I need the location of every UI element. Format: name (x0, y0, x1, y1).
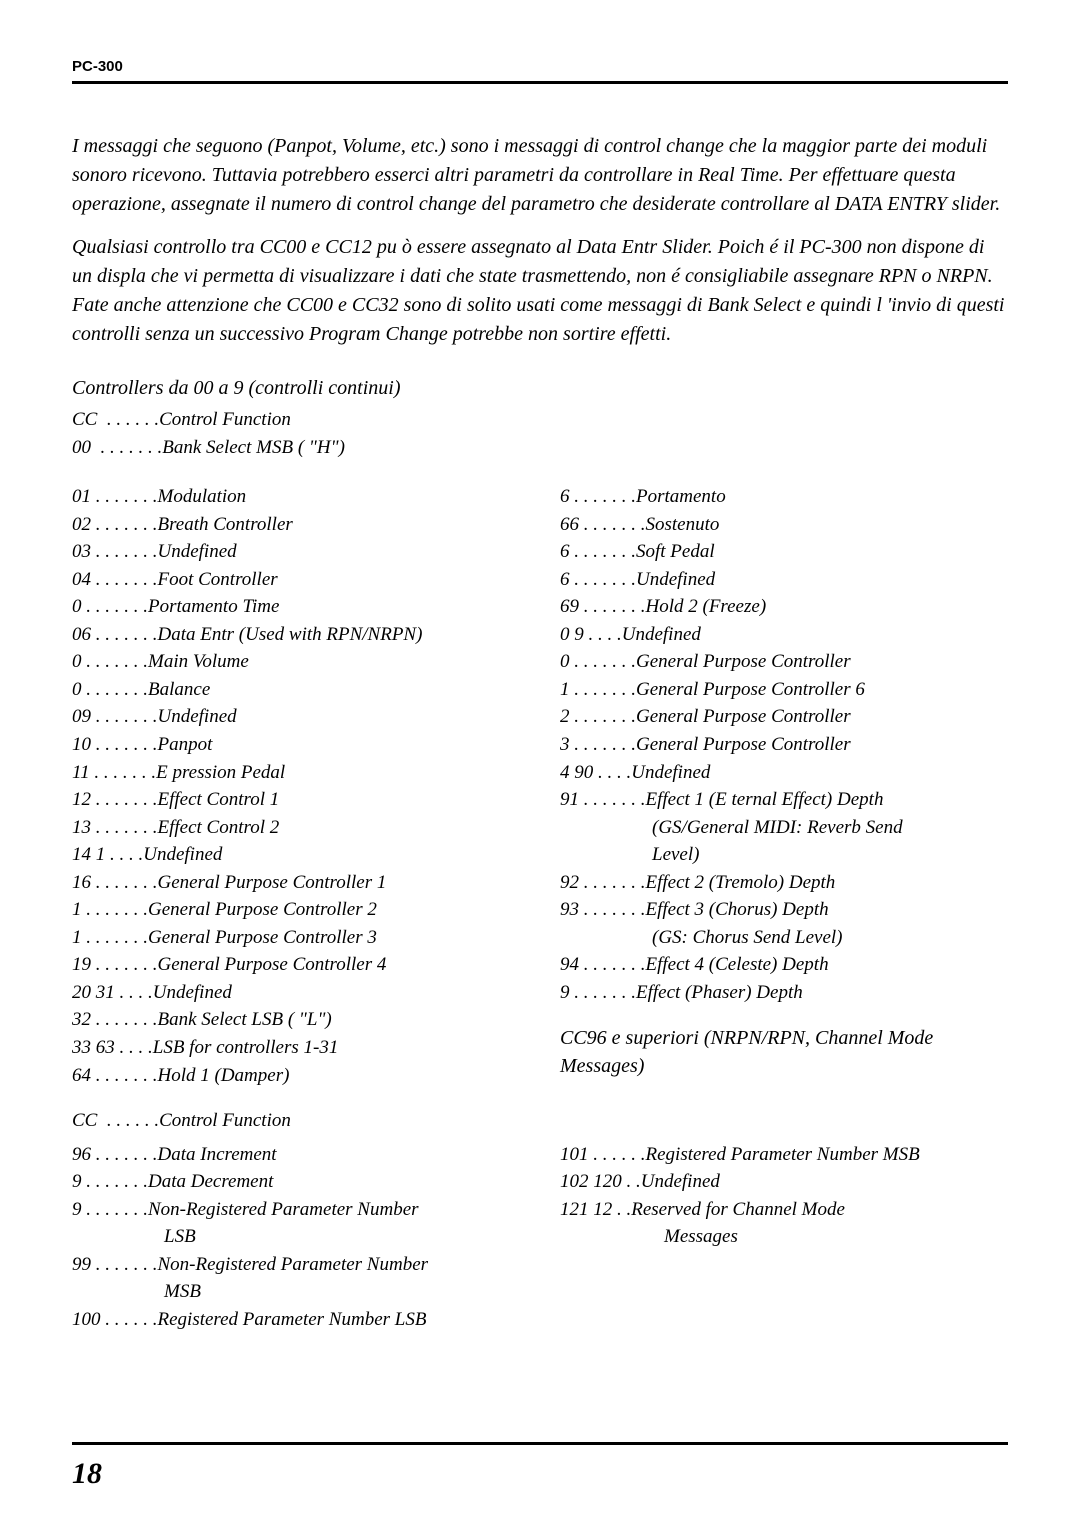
controller-entry: 0 9 . . . .Undefined (560, 621, 1008, 649)
controller-entry: 0 . . . . . . .Balance (72, 676, 520, 704)
controller-entry: 9 . . . . . . .Effect (Phaser) Depth (560, 979, 1008, 1007)
controller-entry: 0 . . . . . . .Main Volume (72, 648, 520, 676)
controller-entry: 09 . . . . . . .Undefined (72, 703, 520, 731)
section-title: Controllers da 00 a 9 (controlli continu… (72, 377, 1008, 400)
controller-entry: 32 . . . . . . .Bank Select LSB ( "L") (72, 1006, 520, 1034)
controller-entry: 9 . . . . . . .Non-Registered Parameter … (72, 1196, 520, 1224)
controller-entry: 1 . . . . . . .General Purpose Controlle… (72, 896, 520, 924)
controller-entry: 94 . . . . . . .Effect 4 (Celeste) Depth (560, 951, 1008, 979)
controller-entry-continuation: (GS/General MIDI: Reverb Send (560, 814, 1008, 842)
document-header: PC-300 (72, 58, 1008, 75)
controller-entry: 102 120 . .Undefined (560, 1168, 1008, 1196)
controller-entry: 9 . . . . . . .Data Decrement (72, 1168, 520, 1196)
controller-entry: 13 . . . . . . .Effect Control 2 (72, 814, 520, 842)
controller-entry: 0 . . . . . . .Portamento Time (72, 593, 520, 621)
controller-entry: 64 . . . . . . .Hold 1 (Damper) (72, 1062, 520, 1090)
controller-entry-continuation: (GS: Chorus Send Level) (560, 924, 1008, 952)
controller-entry: 101 . . . . . .Registered Parameter Numb… (560, 1141, 1008, 1169)
controller-column-right: 6 . . . . . . .Portamento66 . . . . . . … (560, 483, 1008, 1089)
subsection-title: CC96 e superiori (NRPN/RPN, Channel Mode… (560, 1024, 1008, 1080)
controller-entry: 19 . . . . . . .General Purpose Controll… (72, 951, 520, 979)
controller-entry: 91 . . . . . . .Effect 1 (E ternal Effec… (560, 786, 1008, 814)
controller-entry: 04 . . . . . . .Foot Controller (72, 566, 520, 594)
controller-entry: 02 . . . . . . .Breath Controller (72, 511, 520, 539)
controller-entry: 93 . . . . . . .Effect 3 (Chorus) Depth (560, 896, 1008, 924)
controller-entry: 69 . . . . . . .Hold 2 (Freeze) (560, 593, 1008, 621)
controller-entry-continuation: Messages (560, 1223, 1008, 1251)
controller-entry: 66 . . . . . . .Sostenuto (560, 511, 1008, 539)
controller-entry: 1 . . . . . . .General Purpose Controlle… (560, 676, 1008, 704)
cc-heading-line: CC . . . . . .Control Function (72, 1107, 1008, 1135)
controller-entry: 96 . . . . . . .Data Increment (72, 1141, 520, 1169)
controller-entry: 12 . . . . . . .Effect Control 1 (72, 786, 520, 814)
controller-entry: 33 63 . . . .LSB for controllers 1-31 (72, 1034, 520, 1062)
controller-column-right: 101 . . . . . .Registered Parameter Numb… (560, 1141, 1008, 1334)
controller-column-left: 96 . . . . . . .Data Increment9 . . . . … (72, 1141, 520, 1334)
page-number: 18 (72, 1457, 102, 1491)
controller-columns-2: 96 . . . . . . .Data Increment9 . . . . … (72, 1141, 1008, 1334)
controller-entry: 6 . . . . . . .Portamento (560, 483, 1008, 511)
controller-entry: 99 . . . . . . .Non-Registered Parameter… (72, 1251, 520, 1279)
controller-entry: 2 . . . . . . .General Purpose Controlle… (560, 703, 1008, 731)
controller-entry: 4 90 . . . .Undefined (560, 759, 1008, 787)
controller-columns-1: 01 . . . . . . .Modulation02 . . . . . .… (72, 483, 1008, 1089)
controller-entry-continuation: LSB (72, 1223, 520, 1251)
controller-entry: 11 . . . . . . .E pression Pedal (72, 759, 520, 787)
controller-entry: 0 . . . . . . .General Purpose Controlle… (560, 648, 1008, 676)
cc-heading-line: 00 . . . . . . .Bank Select MSB ( "H") (72, 434, 1008, 462)
cc-heading-line: CC . . . . . .Control Function (72, 406, 1008, 434)
controller-entry: 01 . . . . . . .Modulation (72, 483, 520, 511)
controller-entry: 3 . . . . . . .General Purpose Controlle… (560, 731, 1008, 759)
bottom-rule (72, 1442, 1008, 1445)
controller-entry: 06 . . . . . . .Data Entr (Used with RPN… (72, 621, 520, 649)
controller-entry: 03 . . . . . . .Undefined (72, 538, 520, 566)
controller-entry: 16 . . . . . . .General Purpose Controll… (72, 869, 520, 897)
controller-entry: 20 31 . . . .Undefined (72, 979, 520, 1007)
controller-entry: 92 . . . . . . .Effect 2 (Tremolo) Depth (560, 869, 1008, 897)
controller-entry: 121 12 . .Reserved for Channel Mode (560, 1196, 1008, 1224)
controller-entry: 14 1 . . . .Undefined (72, 841, 520, 869)
controller-entry: 1 . . . . . . .General Purpose Controlle… (72, 924, 520, 952)
controller-entry: 6 . . . . . . .Undefined (560, 566, 1008, 594)
controller-entry-continuation: Level) (560, 841, 1008, 869)
top-rule (72, 81, 1008, 84)
controller-entry-continuation: MSB (72, 1278, 520, 1306)
controller-column-left: 01 . . . . . . .Modulation02 . . . . . .… (72, 483, 520, 1089)
controller-entry: 100 . . . . . .Registered Parameter Numb… (72, 1306, 520, 1334)
controller-entry: 6 . . . . . . .Soft Pedal (560, 538, 1008, 566)
controller-entry: 10 . . . . . . .Panpot (72, 731, 520, 759)
intro-paragraph-1: I messaggi che seguono (Panpot, Volume, … (72, 132, 1008, 219)
intro-paragraph-2: Qualsiasi controllo tra CC00 e CC12 pu ò… (72, 233, 1008, 349)
